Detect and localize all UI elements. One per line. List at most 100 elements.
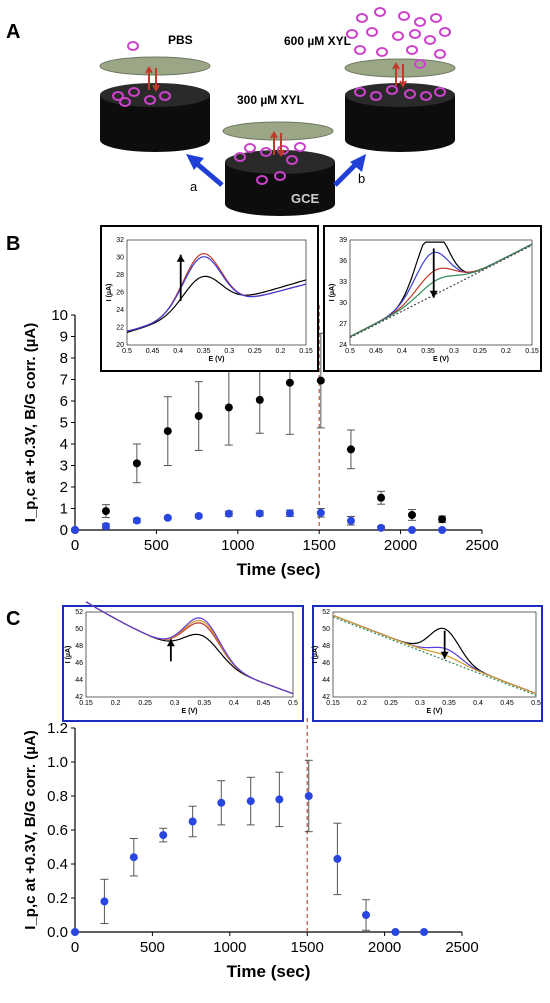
inset-x-tick-label: 0.2 <box>276 348 286 355</box>
molecule-glyph <box>274 171 286 181</box>
inset-x-tick-label: 0.25 <box>138 700 152 707</box>
inset-frame <box>323 225 542 372</box>
inset-plot-area <box>332 611 537 698</box>
label-gce: GCE <box>291 191 320 206</box>
x-tick-label: 0 <box>71 939 79 956</box>
inset-x-axis-title: E (V) <box>182 708 198 715</box>
molecule-glyph <box>234 152 246 162</box>
molecule-glyph <box>409 29 421 39</box>
inset-y-tick-label: 42 <box>322 694 330 701</box>
inset-y-tick-label: 44 <box>75 677 83 684</box>
inset-curve <box>349 244 533 339</box>
inset-x-tick-label: 0.35 <box>197 348 211 355</box>
data-point <box>255 509 264 518</box>
y-tick-label: 9 <box>60 329 68 346</box>
data-point <box>101 507 110 516</box>
inset-plot-area <box>126 239 307 346</box>
data-point <box>285 378 294 387</box>
molecule-glyph <box>260 147 272 157</box>
data-point <box>163 427 172 436</box>
y-tick-label: 0 <box>60 522 68 539</box>
data-point <box>188 817 197 826</box>
molecule-glyph <box>414 17 426 27</box>
inset-y-tick-label: 52 <box>322 609 330 616</box>
transition-arrows <box>186 154 366 187</box>
inset-x-tick-label: 0.45 <box>146 348 160 355</box>
data-point <box>194 412 203 421</box>
molecule-glyph <box>404 89 416 99</box>
molecule-glyph <box>356 13 368 23</box>
molecule-glyph <box>374 7 386 17</box>
inset-c-right: 0.15 0.2 0.25 0.3 0.35 0.4 0.45 0.5 42 44 46 48 50 52… <box>312 605 543 722</box>
inset-b-left: 0.5 0.45 0.4 0.35 0.3 0.25 0.2 0.15 20 22 24 26 28 30… <box>100 225 319 372</box>
inset-y-tick-label: 48 <box>75 643 83 650</box>
y-tick-label: 0.0 <box>47 924 68 941</box>
inset-y-tick-label: 24 <box>339 342 347 349</box>
inset-x-tick-label: 0.15 <box>299 348 313 355</box>
inset-curve <box>85 601 294 695</box>
y-tick-label: 0.2 <box>47 890 68 907</box>
data-point <box>132 459 141 468</box>
inset-y-axis-title: I (µA) <box>65 646 72 664</box>
molecule-glyph <box>144 95 156 105</box>
y-axis-title: I_p,c at +0.3V, B/G corr. (µA) <box>22 730 39 929</box>
redox-arrows <box>145 62 407 157</box>
inset-x-tick-label: 0.25 <box>473 348 487 355</box>
y-tick-label: 1.0 <box>47 754 68 771</box>
data-point <box>391 928 400 936</box>
schematic-panel: PBS 300 µM XYL 600 µM XYL GCE a b <box>99 7 456 216</box>
data-point <box>275 795 284 804</box>
arrow-label-b: b <box>358 171 365 186</box>
data-point <box>129 853 138 862</box>
x-tick-label: 1000 <box>213 939 246 956</box>
data-point <box>304 792 313 800</box>
x-tick-label: 2500 <box>445 939 478 956</box>
data-point <box>101 522 110 531</box>
inset-arrow-head <box>176 254 185 262</box>
molecule-glyph <box>286 155 298 165</box>
molecule-glyph <box>434 87 446 97</box>
data-point <box>224 509 233 518</box>
data-point <box>100 897 109 906</box>
inset-y-tick-label: 39 <box>339 237 347 244</box>
inset-x-tick-label: 0.35 <box>197 700 211 707</box>
data-point <box>316 508 325 517</box>
molecule-glyph <box>420 91 432 101</box>
y-axis-title: I_p,c at +0.3V, B/G corr. (µA) <box>22 323 39 522</box>
y-tick-label: 6 <box>60 393 68 410</box>
inset-y-axis-title: I (µA) <box>329 284 336 302</box>
inset-x-tick-label: 0.5 <box>345 348 355 355</box>
inset-x-axis-title: E (V) <box>209 356 225 363</box>
data-point <box>159 831 168 840</box>
inset-y-tick-label: 20 <box>116 342 124 349</box>
inset-y-tick-label: 32 <box>116 237 124 244</box>
data-point <box>438 526 447 534</box>
inset-plot-area <box>85 611 294 698</box>
data-point <box>246 797 255 806</box>
data-point <box>285 509 294 518</box>
panel-label-b: B <box>6 233 20 255</box>
data-point <box>255 395 264 404</box>
data-point <box>407 510 416 519</box>
x-axis-title: Time (sec) <box>227 962 311 981</box>
molecule-glyph <box>439 27 451 37</box>
molecule-glyph <box>376 47 388 57</box>
data-point <box>163 513 172 522</box>
inset-x-tick-label: 0.5 <box>288 700 298 707</box>
x-tick-label: 0 <box>71 537 79 554</box>
molecule-glyph <box>119 97 131 107</box>
inset-frame <box>312 605 543 722</box>
chart-b: 0 500 1000 1500 2000 2500 0 1 2 3 4 5 6 7 8 9 10 Time (se… <box>22 305 499 579</box>
y-tick-label: 2 <box>60 479 68 496</box>
inset-x-tick-label: 0.15 <box>525 348 539 355</box>
inset-arrow-head <box>166 639 175 647</box>
inset-curve <box>126 256 307 332</box>
data-point <box>362 911 371 919</box>
electrode-600 <box>344 58 456 152</box>
data-point <box>407 526 416 534</box>
y-tick-label: 7 <box>60 372 68 389</box>
inset-x-tick-label: 0.4 <box>397 348 407 355</box>
molecule-glyph <box>354 45 366 55</box>
inset-y-tick-label: 28 <box>116 272 124 279</box>
inset-y-tick-label: 44 <box>322 677 330 684</box>
